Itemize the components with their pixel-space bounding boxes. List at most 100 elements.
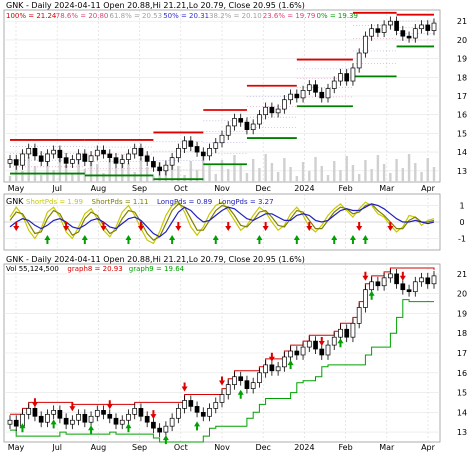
price-candle-body — [88, 155, 94, 162]
volume-bar — [39, 175, 43, 182]
lower-y-tick-label: 17 — [457, 349, 467, 358]
price-candle-body — [51, 149, 56, 155]
lower-candle-body — [300, 346, 306, 356]
lower-candle-body — [338, 328, 343, 338]
lower-candle-body — [306, 340, 312, 348]
price-candle-body — [431, 22, 437, 31]
osc-down-arrow — [306, 222, 313, 231]
lower-candle-body — [419, 277, 424, 283]
lower-x-tick-label: Mar — [379, 443, 395, 452]
osc-up-arrow — [169, 235, 176, 244]
volume-bar — [401, 168, 405, 182]
lower-candle-body — [263, 364, 268, 374]
price-candle-body — [144, 155, 150, 162]
price-candle-body — [394, 20, 399, 31]
volume-bar — [133, 172, 136, 182]
volume-bar — [351, 165, 355, 182]
lower-down-arrow — [181, 382, 188, 392]
price-candle-body — [113, 157, 119, 164]
volume-bar — [195, 170, 199, 182]
volume-bar — [177, 166, 180, 182]
fib-level-label: 38.2% = 20.10 — [209, 12, 262, 20]
lower-y-tick-label: 18 — [457, 329, 467, 338]
lower-x-tick-label: Oct — [174, 443, 188, 452]
volume-bar — [164, 171, 168, 182]
price-candle-body — [275, 108, 281, 114]
price-x-tick-label: May — [8, 184, 25, 193]
fib-level-label: 78.6% = 20.80 — [56, 12, 109, 20]
osc-y-tick-label: 0 — [459, 218, 464, 227]
lower-panel-title: GNK - Daily 2024-04-11 Open 20.88,Hi 21.… — [6, 255, 305, 264]
osc-legend-label: ShortPds = 1.99 — [26, 198, 83, 206]
lower-candle-body — [238, 376, 244, 382]
lower-candle-body — [26, 408, 32, 415]
lower-candle-body — [76, 413, 81, 421]
lower-candle-body — [94, 410, 100, 417]
lower-candle-body — [82, 413, 88, 423]
volume-bar — [289, 167, 292, 182]
lower-down-arrow — [150, 410, 157, 420]
price-x-tick-label: Oct — [174, 184, 188, 193]
volume-bar — [52, 170, 55, 182]
volume-bar — [27, 157, 30, 182]
volume-bar — [295, 176, 299, 182]
lower-y-tick-label: 20 — [457, 290, 467, 299]
volume-bar — [145, 167, 149, 182]
price-y-tick-label: 14 — [457, 148, 467, 157]
price-x-tick-label: Feb — [339, 184, 353, 193]
price-candle-body — [176, 147, 181, 159]
fib-level-label: 100% = 21.24 — [6, 12, 57, 20]
osc-down-arrow — [387, 222, 394, 231]
price-candle-body — [57, 149, 63, 159]
osc-y-tick-label: 1 — [459, 202, 464, 211]
volume-bar — [364, 160, 367, 182]
lower-x-tick-label: May — [8, 443, 25, 452]
price-candle-body — [169, 157, 175, 166]
price-y-tick-label: 21 — [457, 17, 467, 26]
lower-candle-body — [176, 408, 181, 419]
price-candle-body — [319, 91, 325, 99]
price-candle-body — [194, 146, 200, 153]
price-candle-body — [244, 121, 250, 131]
lower-candle-body — [63, 417, 69, 425]
fib-level-label: 0% = 19.39 — [317, 12, 358, 20]
volume-bar — [15, 162, 18, 182]
lower-candle-body — [163, 425, 169, 433]
lower-x-tick-label: Feb — [339, 443, 353, 452]
price-candle-body — [163, 164, 169, 172]
volume-bar — [389, 173, 392, 182]
fib-level-label: 61.8% = 20.53 — [110, 12, 163, 20]
price-y-tick-label: 19 — [457, 55, 467, 64]
price-candle-body — [363, 35, 368, 54]
osc-legend-label: ShortPds = 1.11 — [92, 198, 149, 206]
lower-candle-body — [200, 411, 206, 417]
price-candle-body — [107, 153, 113, 159]
osc-panel-title: GNK — [6, 197, 24, 206]
lower-x-tick-label: Jul — [51, 443, 62, 452]
price-x-tick-label: Apr — [421, 184, 436, 193]
lower-down-arrow — [318, 336, 325, 346]
price-candle-body — [225, 125, 231, 136]
price-candle-body — [294, 93, 300, 99]
lower-candle-body — [169, 417, 175, 427]
price-candle-body — [344, 73, 350, 82]
volume-bar — [102, 173, 105, 182]
lower-candle-body — [282, 356, 287, 368]
lower-up-arrow — [19, 423, 26, 433]
lower-y-tick-label: 19 — [457, 309, 467, 318]
price-x-tick-label: Jul — [51, 184, 62, 193]
price-x-tick-label: Mar — [379, 184, 395, 193]
lower-down-arrow — [69, 402, 76, 412]
lower-down-arrow — [219, 376, 225, 386]
volume-bar — [407, 154, 411, 182]
price-candle-body — [38, 155, 44, 162]
price-candle-body — [20, 153, 25, 166]
lower-y-tick-label: 16 — [457, 369, 467, 378]
lower-x-tick-label: Aug — [91, 443, 107, 452]
volume-bar — [301, 162, 305, 182]
lower-candle-body — [232, 376, 237, 385]
volume-bar — [320, 166, 323, 182]
lower-candle-body — [70, 419, 75, 425]
lower-candle-body — [126, 413, 131, 421]
lower-x-tick-label: Dec — [255, 443, 270, 452]
